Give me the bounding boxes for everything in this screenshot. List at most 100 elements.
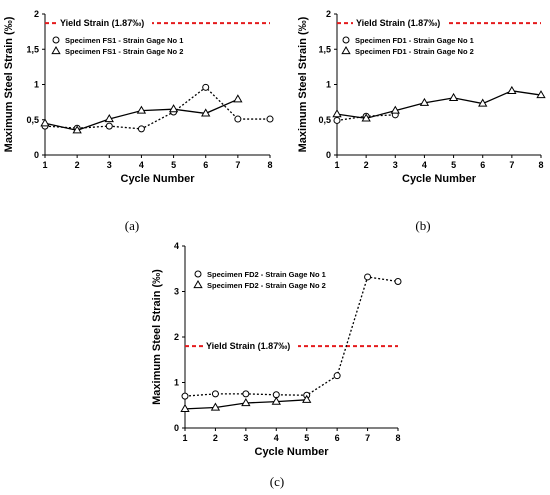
x-tick-label: 2 <box>75 160 80 170</box>
yield-label: Yield Strain (1.87‰) <box>60 18 144 28</box>
y-tick-label: 1 <box>34 80 39 90</box>
x-tick-label: 6 <box>335 433 340 443</box>
circle-marker <box>394 277 402 285</box>
x-tick-label: 8 <box>267 160 272 170</box>
legend-label: Specimen FD1 - Strain Gage No 1 <box>355 36 474 45</box>
y-tick-label: 2 <box>34 9 39 19</box>
y-axis-title: Maximum Steel Strain (‰) <box>151 269 163 405</box>
triangle-marker <box>478 98 488 107</box>
legend-label: Specimen FD1 - Strain Gage No 2 <box>355 47 474 56</box>
circle-marker <box>181 392 189 400</box>
y-axis-title: Maximum Steel Strain (‰) <box>3 16 15 152</box>
circle-marker <box>137 125 145 133</box>
series-line <box>184 276 399 397</box>
x-tick-label: 8 <box>395 433 400 443</box>
circle-marker <box>234 115 242 123</box>
yield-label-bg <box>203 340 298 353</box>
series-1 <box>41 83 274 133</box>
y-axis-title: Maximum Steel Strain (‰) <box>297 16 309 152</box>
x-tick-label: 7 <box>509 160 514 170</box>
yield-label-bg <box>57 17 152 30</box>
triangle-marker <box>419 97 430 106</box>
circle-marker <box>242 390 250 398</box>
x-tick-label: 6 <box>203 160 208 170</box>
y-tick-label: 1 <box>174 378 179 388</box>
series-1 <box>181 273 402 400</box>
triangle-marker <box>40 118 50 127</box>
y-tick-label: 0 <box>326 150 331 160</box>
chart-2: 0 0,5 1 1,5 2 1 2 3 4 5 6 7 8 Cycle Number Maximum Ste… <box>297 9 546 233</box>
triangle-marker <box>332 109 342 118</box>
legend-label: Specimen FS1 - Strain Gage No 1 <box>65 36 183 45</box>
triangle-marker <box>271 396 281 405</box>
x-tick-label: 8 <box>538 160 543 170</box>
y-tick-label: 2 <box>174 332 179 342</box>
triangle-marker <box>136 105 147 114</box>
triangle-marker <box>390 105 400 114</box>
triangle-marker <box>72 125 82 134</box>
y-tick-label: 2 <box>326 9 331 19</box>
legend-marker <box>341 45 351 55</box>
y-tick-label: 1 <box>326 80 331 90</box>
x-axis-title: Cycle Number <box>255 446 330 458</box>
x-tick-label: 1 <box>334 160 339 170</box>
circle-marker <box>364 273 372 281</box>
legend-label: Specimen FD2 - Strain Gage No 1 <box>207 270 326 279</box>
x-tick-label: 5 <box>171 160 176 170</box>
x-tick-label: 1 <box>42 160 47 170</box>
yield-label: Yield Strain (1.87‰) <box>356 18 440 28</box>
x-tick-label: 4 <box>274 433 279 443</box>
x-tick-label: 6 <box>480 160 485 170</box>
triangle-marker <box>210 402 221 411</box>
legend-label: Specimen FS1 - Strain Gage No 2 <box>65 47 183 56</box>
legend-marker <box>194 270 202 278</box>
y-tick-label: 4 <box>174 241 179 251</box>
x-tick-label: 7 <box>235 160 240 170</box>
x-tick-label: 4 <box>422 160 427 170</box>
yield-label-bg <box>353 17 448 30</box>
x-tick-label: 5 <box>451 160 456 170</box>
triangle-marker <box>241 397 251 407</box>
legend-marker <box>52 36 60 44</box>
triangle-marker <box>233 94 243 103</box>
y-tick-label: 1,5 <box>26 44 39 54</box>
panel-caption: (b) <box>415 218 430 233</box>
x-axis-title: Cycle Number <box>121 173 196 185</box>
series-2 <box>180 394 312 412</box>
legend-marker <box>342 36 350 44</box>
triangle-marker <box>302 394 312 403</box>
triangle-marker <box>536 90 546 99</box>
yield-label: Yield Strain (1.87‰) <box>206 341 290 351</box>
triangle-marker <box>361 113 371 122</box>
x-tick-label: 2 <box>213 433 218 443</box>
x-tick-label: 7 <box>365 433 370 443</box>
y-tick-label: 0 <box>174 423 179 433</box>
series-line <box>336 90 542 120</box>
triangle-marker <box>168 104 179 113</box>
x-tick-label: 5 <box>304 433 309 443</box>
series-line <box>44 86 270 130</box>
x-tick-label: 3 <box>393 160 398 170</box>
legend-label: Specimen FD2 - Strain Gage No 2 <box>207 281 326 290</box>
triangle-marker <box>448 92 459 101</box>
x-tick-label: 3 <box>107 160 112 170</box>
chart-1: 0 0,5 1 1,5 2 1 2 3 4 5 6 7 8 Cycle Number Maximum Ste… <box>3 9 274 233</box>
series-2 <box>332 85 546 122</box>
circle-marker <box>266 115 274 123</box>
triangle-marker <box>180 403 190 412</box>
y-tick-label: 0,5 <box>318 115 331 125</box>
legend-marker <box>193 279 203 289</box>
panel-caption: (a) <box>125 218 139 233</box>
x-tick-label: 2 <box>364 160 369 170</box>
y-tick-label: 0,5 <box>26 115 39 125</box>
circle-marker <box>211 390 219 398</box>
triangle-marker <box>201 108 211 117</box>
circle-marker <box>202 83 210 91</box>
legend-marker <box>51 45 61 55</box>
triangle-marker <box>104 114 114 123</box>
panel-caption: (c) <box>270 474 284 489</box>
x-tick-label: 3 <box>243 433 248 443</box>
y-tick-label: 1,5 <box>318 44 331 54</box>
circle-marker <box>333 372 341 380</box>
